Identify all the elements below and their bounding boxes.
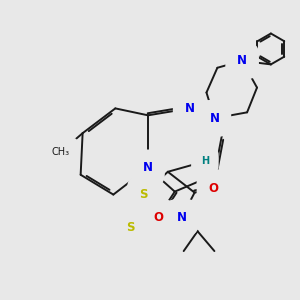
Text: S: S bbox=[126, 221, 134, 234]
Text: N: N bbox=[209, 112, 219, 125]
Text: N: N bbox=[237, 54, 247, 67]
Text: N: N bbox=[177, 211, 187, 224]
Text: O: O bbox=[153, 211, 163, 224]
Text: S: S bbox=[139, 188, 147, 201]
Text: H: H bbox=[201, 155, 209, 166]
Text: O: O bbox=[208, 182, 218, 195]
Text: N: N bbox=[143, 161, 153, 174]
Text: N: N bbox=[184, 102, 195, 115]
Text: CH₃: CH₃ bbox=[52, 147, 70, 157]
